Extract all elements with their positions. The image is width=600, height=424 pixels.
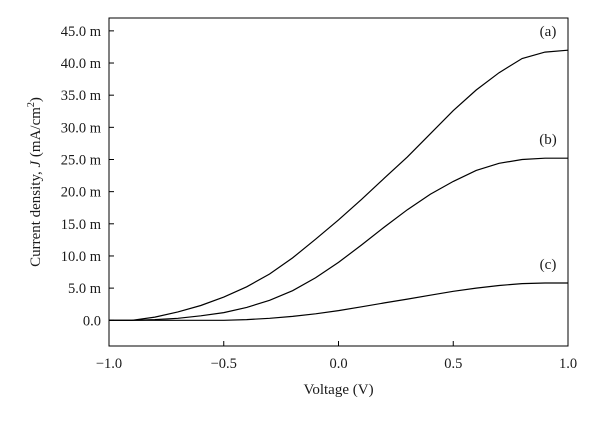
- x-tick-label: −1.0: [96, 356, 122, 372]
- y-axis-label-superscript: 2: [26, 102, 37, 107]
- y-axis-label-prefix: Current density,: [28, 167, 44, 266]
- y-axis-label-units: (mA/cm: [28, 107, 44, 161]
- plot-frame: [108, 17, 569, 347]
- y-tick-label: 10.0 m: [61, 249, 102, 265]
- x-axis-label: Voltage (V): [303, 382, 373, 398]
- y-tick-label: 20.0 m: [61, 185, 102, 201]
- y-tick-label: 45.0 m: [61, 24, 102, 40]
- curve-label-b: (b): [539, 132, 557, 148]
- y-tick-label: 0.0: [83, 313, 101, 329]
- y-tick-label: 25.0 m: [61, 152, 102, 168]
- ticks-layer: 0.0 5.0 m 10.0 m 15.0 m 20.0 m 25.0 m 30.0 m 35…: [61, 24, 577, 372]
- curve-labels-layer: (a) (b) (c): [539, 24, 557, 273]
- x-tick-label: −0.5: [211, 356, 237, 372]
- series-line-b: [109, 157, 568, 321]
- series-line-c: [109, 282, 568, 321]
- y-axis-label-units-close: ): [28, 97, 44, 102]
- x-tick-label: 0.0: [329, 356, 347, 372]
- y-tick-label: 15.0 m: [61, 217, 102, 233]
- y-tick-label: 5.0 m: [68, 281, 102, 297]
- y-tick-label: 40.0 m: [61, 56, 102, 72]
- curve-label-c: (c): [540, 257, 557, 273]
- x-tick-label: 0.5: [444, 356, 462, 372]
- y-axis-label: Current density, J (mA/cm2): [26, 97, 44, 267]
- x-tick-label: 1.0: [559, 356, 577, 372]
- y-axis-label-symbol: J: [28, 159, 44, 167]
- y-tick-label: 30.0 m: [61, 120, 102, 136]
- curve-label-a: (a): [540, 24, 557, 40]
- y-tick-label: 35.0 m: [61, 88, 102, 104]
- series-layer: [109, 49, 569, 321]
- series-line-a: [109, 49, 569, 321]
